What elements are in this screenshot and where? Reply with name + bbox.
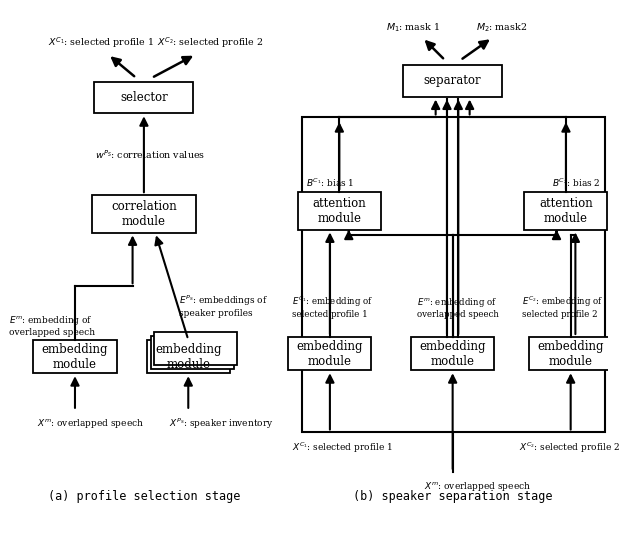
Text: $B^{C_1}$: bias 1: $B^{C_1}$: bias 1 <box>307 177 355 189</box>
Bar <box>147 340 230 373</box>
Text: $X^{C_1}$: selected profile 1: $X^{C_1}$: selected profile 1 <box>49 36 154 50</box>
Text: embedding
module: embedding module <box>42 343 108 371</box>
Text: $X^{m}$: overlapped speech: $X^{m}$: overlapped speech <box>37 417 144 430</box>
Bar <box>289 337 371 371</box>
Text: $E^{C_1}$: embedding of
selected profile 1: $E^{C_1}$: embedding of selected profile… <box>292 294 374 319</box>
Text: $X^{C_1}$: selected profile 1: $X^{C_1}$: selected profile 1 <box>292 440 393 455</box>
Text: embedding
module: embedding module <box>538 340 604 368</box>
Bar <box>529 337 612 371</box>
Text: $X^{C_2}$: selected profile 2: $X^{C_2}$: selected profile 2 <box>157 36 263 50</box>
Text: $E^{m}$: embedding of
overlapped speech: $E^{m}$: embedding of overlapped speech <box>417 296 499 319</box>
Bar <box>403 65 502 97</box>
Bar <box>33 340 116 373</box>
Bar <box>150 336 234 369</box>
Bar <box>411 337 494 371</box>
Text: attention
module: attention module <box>312 197 366 225</box>
Bar <box>298 192 381 230</box>
Bar <box>524 192 607 230</box>
Text: $E^{m}$: embedding of
overlapped speech: $E^{m}$: embedding of overlapped speech <box>9 314 95 337</box>
Text: $E^{C_2}$: embedding of
selected profile 2: $E^{C_2}$: embedding of selected profile… <box>522 294 603 319</box>
Text: $X^{C_2}$: selected profile 2: $X^{C_2}$: selected profile 2 <box>519 440 620 455</box>
Text: attention
module: attention module <box>539 197 593 225</box>
Text: $w^{P_S}$: correlation values: $w^{P_S}$: correlation values <box>95 148 205 161</box>
Bar <box>301 118 605 432</box>
Text: $X^{P_S}$: speaker inventory: $X^{P_S}$: speaker inventory <box>170 417 274 431</box>
Text: $X^{m}$: overlapped speech: $X^{m}$: overlapped speech <box>424 480 531 492</box>
Bar <box>154 332 237 366</box>
Text: $B^{C_2}$: bias 2: $B^{C_2}$: bias 2 <box>552 177 600 189</box>
Text: embedding
module: embedding module <box>155 343 221 371</box>
Text: selector: selector <box>120 91 168 104</box>
Text: embedding
module: embedding module <box>419 340 486 368</box>
Text: correlation
module: correlation module <box>111 200 177 228</box>
Text: embedding
module: embedding module <box>297 340 363 368</box>
Text: (a) profile selection stage: (a) profile selection stage <box>48 490 240 503</box>
Text: $E^{P_S}$: embeddings of
speaker profiles: $E^{P_S}$: embeddings of speaker profile… <box>179 293 268 318</box>
Text: $M_1$: mask 1: $M_1$: mask 1 <box>386 21 440 34</box>
Text: $M_2$: mask2: $M_2$: mask2 <box>476 21 527 34</box>
Bar <box>92 195 196 233</box>
Bar <box>94 82 193 113</box>
Text: (b) speaker separation stage: (b) speaker separation stage <box>353 490 552 503</box>
Text: separator: separator <box>424 75 481 88</box>
